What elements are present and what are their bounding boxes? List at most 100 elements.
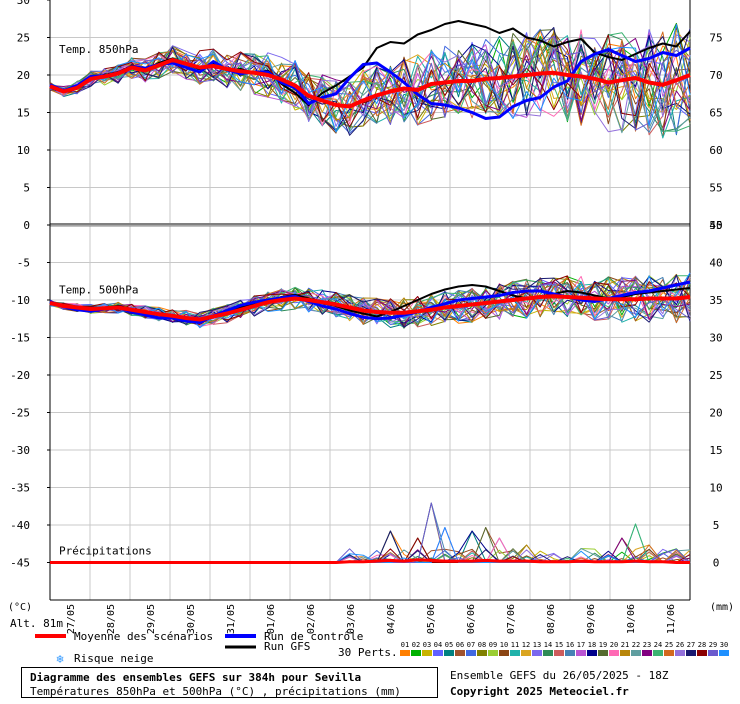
pert-swatch <box>510 650 520 656</box>
right-tick-label: 40 <box>709 257 722 270</box>
date-tick-label: 06/06 <box>466 604 477 634</box>
right-tick-label: 20 <box>709 407 722 420</box>
pert-swatch <box>664 650 674 656</box>
pert-number: 19 <box>599 641 607 649</box>
date-tick-label: 30/05 <box>186 604 197 634</box>
pert-swatch <box>587 650 597 656</box>
right-unit-label: (mm) <box>710 602 734 613</box>
pert-swatch <box>488 650 498 656</box>
pert-number: 16 <box>566 641 574 649</box>
date-tick-label: 10/06 <box>626 604 637 634</box>
pert-swatch <box>433 650 443 656</box>
right-tick-label: 55 <box>709 182 722 195</box>
pert-swatch <box>499 650 509 656</box>
right-tick-label: 15 <box>709 444 722 457</box>
legend-perts-label: 30 Perts. <box>338 646 398 659</box>
pert-number: 20 <box>610 641 618 649</box>
pert-swatch <box>631 650 641 656</box>
pert-swatch <box>521 650 531 656</box>
panel-label-850: Temp. 850hPa <box>59 43 138 56</box>
title-box: Diagramme des ensembles GEFS sur 384h po… <box>21 667 438 698</box>
left-tick-label: 20 <box>17 69 30 82</box>
left-tick-label: -20 <box>10 369 30 382</box>
pert-number: 17 <box>577 641 585 649</box>
date-tick-label: 27/05 <box>66 604 77 634</box>
left-tick-label: -45 <box>10 557 30 570</box>
legend-control-label: Run de contrôle <box>264 630 364 643</box>
left-tick-label: -25 <box>10 407 30 420</box>
pert-number: 03 <box>423 641 431 649</box>
pert-number: 01 <box>401 641 409 649</box>
date-tick-label: 28/05 <box>106 604 117 634</box>
pert-number: 02 <box>412 641 420 649</box>
date-tick-label: 08/06 <box>546 604 557 634</box>
date-tick-label: 05/06 <box>426 604 437 634</box>
control-500-line <box>49 280 691 324</box>
left-unit-label: (°C) <box>8 602 32 613</box>
pert-swatch <box>400 650 410 656</box>
right-tick-label: 75 <box>709 32 722 45</box>
pert-swatch <box>411 650 421 656</box>
legend-snow-label: Risque neige <box>74 652 154 665</box>
right-tick-label: 10 <box>709 482 722 495</box>
left-tick-label: 5 <box>23 182 30 195</box>
right-tick-label: 5 <box>713 519 720 532</box>
pert-850-line <box>49 29 691 130</box>
pert-number: 25 <box>665 641 673 649</box>
left-tick-label: 0 <box>23 219 30 232</box>
run-info: Ensemble GEFS du 26/05/2025 - 18Z <box>450 669 669 682</box>
pert-number: 10 <box>500 641 508 649</box>
pert-number: 09 <box>489 641 497 649</box>
pert-swatch <box>466 650 476 656</box>
mean-850-line <box>49 58 691 109</box>
pert-number: 29 <box>709 641 717 649</box>
pert-swatch <box>576 650 586 656</box>
pert-swatch <box>697 650 707 656</box>
panel-label-500: Temp. 500hPa <box>59 284 138 297</box>
chart-subtitle: Températures 850hPa et 500hPa (°C) , pré… <box>30 685 401 698</box>
date-tick-label: 09/06 <box>586 604 597 634</box>
pert-number: 15 <box>555 641 563 649</box>
left-tick-label: -10 <box>10 294 30 307</box>
pert-850-line <box>49 24 691 133</box>
left-tick-label: 25 <box>17 32 30 45</box>
date-tick-label: 03/06 <box>346 604 357 634</box>
mean-precip-line <box>50 558 690 564</box>
pert-850-line <box>49 37 691 132</box>
left-tick-label: 15 <box>17 107 30 120</box>
altitude-label: Alt. 81m <box>10 617 63 630</box>
pert-number: 06 <box>456 641 464 649</box>
date-tick-label: 11/06 <box>666 604 677 634</box>
left-tick-label: 30 <box>17 0 30 7</box>
pert-swatch <box>477 650 487 656</box>
date-tick-label: 04/06 <box>386 604 397 634</box>
pert-850-line <box>49 35 691 139</box>
pert-swatch <box>642 650 652 656</box>
legend-gfs-label: Run GFS <box>264 640 311 653</box>
pert-swatch <box>686 650 696 656</box>
pert-swatch <box>620 650 630 656</box>
pert-number: 14 <box>544 641 552 649</box>
date-tick-label: 31/05 <box>226 604 237 634</box>
date-tick-label: 02/06 <box>306 604 317 634</box>
pert-850-line <box>49 27 691 136</box>
pert-number: 22 <box>632 641 640 649</box>
pert-number: 04 <box>434 641 442 649</box>
left-tick-label: 10 <box>17 144 30 157</box>
left-tick-label: -40 <box>10 519 30 532</box>
panel-label-precip: Précipitations <box>59 545 152 558</box>
chart-title: Diagramme des ensembles GEFS sur 384h po… <box>30 671 362 684</box>
date-tick-label: 07/06 <box>506 604 517 634</box>
right-tick-label: 70 <box>709 69 722 82</box>
pert-number: 08 <box>478 641 486 649</box>
legend-mean-label: Moyenne des scénarios <box>74 630 214 643</box>
pert-swatch <box>675 650 685 656</box>
pert-850-line <box>49 40 691 133</box>
snow-icon: ❄ <box>56 652 63 666</box>
pert-swatch <box>719 650 729 656</box>
left-tick-label: -30 <box>10 444 30 457</box>
right-tick-label: 45 <box>709 219 722 232</box>
pert-number: 12 <box>522 641 530 649</box>
